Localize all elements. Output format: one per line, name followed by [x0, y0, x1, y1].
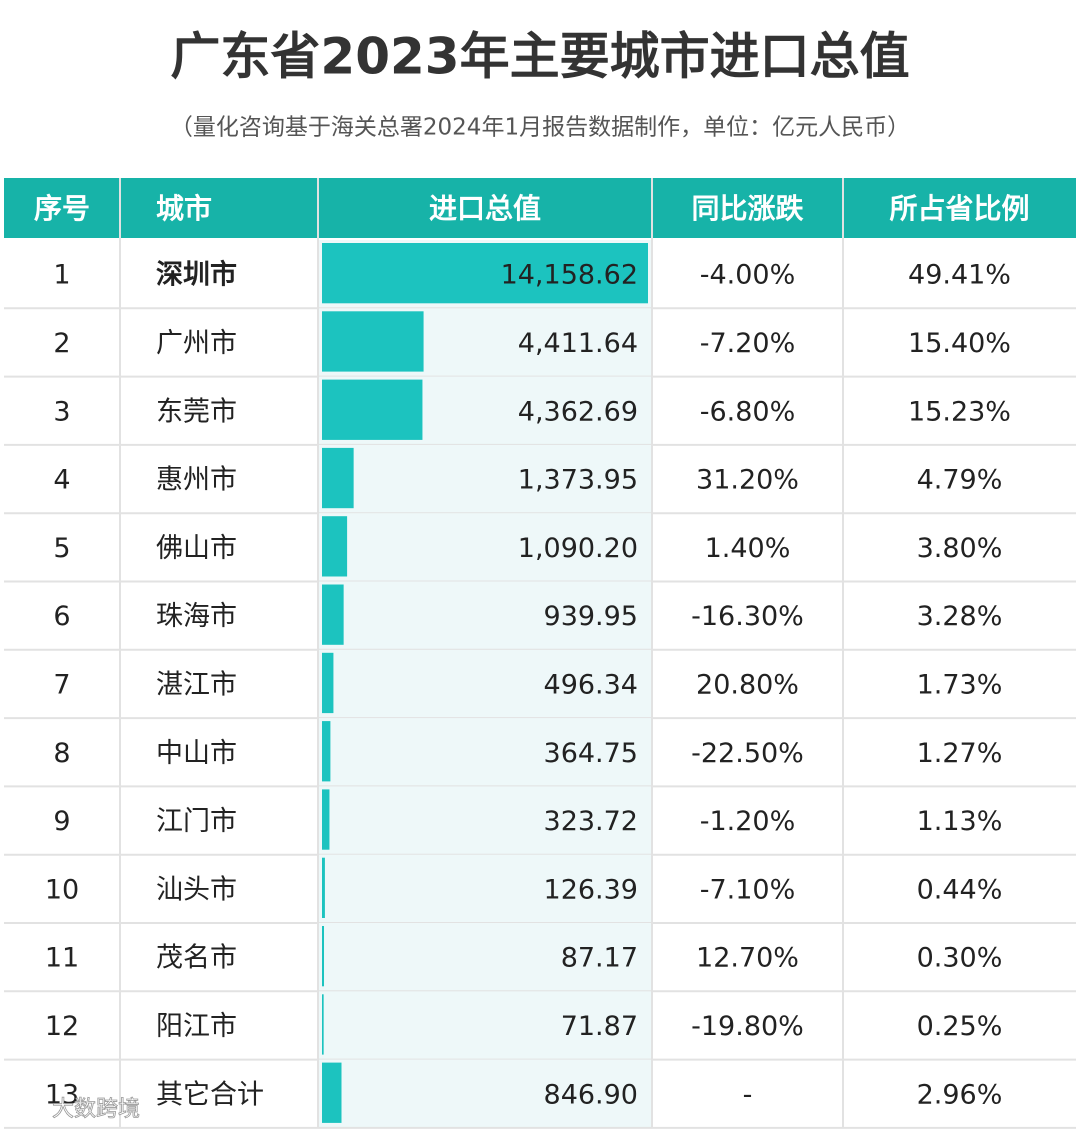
cell: 496.34	[544, 669, 638, 700]
cell: 1.73%	[917, 669, 1003, 700]
cell: 31.20%	[696, 465, 799, 496]
data-bar	[322, 721, 331, 782]
cell: 1.27%	[917, 738, 1003, 769]
data-bar	[322, 584, 344, 645]
column-header: 序号	[34, 192, 90, 225]
subtitle: （量化咨询基于海关总署2024年1月报告数据制作，单位：亿元人民币）	[170, 115, 910, 141]
cell: 14,158.62	[501, 260, 638, 291]
cell: 1.13%	[917, 806, 1003, 837]
cell: 12.70%	[696, 943, 799, 974]
value-cell-bg	[318, 786, 652, 855]
data-bar	[322, 516, 348, 577]
cell: 1,090.20	[518, 533, 638, 564]
cell: 2.96%	[917, 1079, 1003, 1110]
value-cell-bg	[318, 923, 652, 992]
cell: 东莞市	[156, 396, 237, 427]
cell: -19.80%	[691, 1011, 804, 1042]
value-cell-bg	[318, 649, 652, 719]
cell: 87.17	[561, 943, 638, 974]
cell: 1	[53, 260, 70, 291]
cell: 1,373.95	[518, 465, 638, 496]
cell: 15.40%	[908, 328, 1011, 359]
value-cell-bg	[318, 854, 652, 923]
cell: 佛山市	[156, 533, 237, 564]
cell: 3.80%	[917, 533, 1003, 564]
cell: 深圳市	[156, 259, 237, 291]
data-bar	[322, 447, 354, 509]
cell: 9	[53, 806, 70, 837]
column-header: 所占省比例	[889, 192, 1029, 225]
value-cell-bg	[318, 718, 652, 787]
cell: 2	[53, 328, 70, 359]
cell: 江门市	[156, 806, 237, 837]
data-bar	[322, 652, 334, 714]
column-header: 城市	[156, 192, 212, 225]
cell: 323.72	[544, 806, 638, 837]
value-cell-bg	[318, 581, 652, 650]
cell: 汕头市	[156, 874, 237, 905]
value-cell-bg	[318, 513, 652, 582]
value-cell-bg	[318, 1059, 652, 1128]
cell: 15.23%	[908, 396, 1011, 427]
data-bar	[322, 926, 325, 987]
cell: 12	[45, 1011, 79, 1042]
cell: -	[743, 1079, 753, 1110]
cell: 939.95	[544, 601, 638, 632]
cell: 0.44%	[917, 874, 1003, 905]
cell: 5	[53, 533, 70, 564]
column-header: 进口总值	[429, 192, 541, 225]
data-bar	[322, 243, 648, 304]
cell: 4.79%	[917, 465, 1003, 496]
cell: 其它合计	[156, 1079, 264, 1110]
cell: -4.00%	[700, 260, 796, 291]
cell: 0.25%	[917, 1011, 1003, 1042]
header-row	[4, 178, 1076, 238]
title: 广东省2023年主要城市进口总值	[170, 28, 909, 86]
cell: 茂名市	[156, 943, 237, 974]
cell: -7.10%	[700, 874, 796, 905]
cell: 3	[53, 396, 70, 427]
cell: 0.30%	[917, 943, 1003, 974]
cell: 4,411.64	[518, 328, 638, 359]
value-cell-bg	[318, 444, 652, 514]
value-cell-bg	[318, 991, 652, 1060]
cell: 13	[45, 1079, 79, 1110]
cell: 10	[45, 874, 79, 905]
data-bar	[322, 789, 330, 850]
data-bar	[322, 311, 424, 372]
watermark: 大数跨境	[52, 1097, 140, 1122]
cell: 364.75	[544, 738, 638, 769]
cell: -22.50%	[691, 738, 804, 769]
cell: 3.28%	[917, 601, 1003, 632]
data-bar	[322, 994, 324, 1055]
cell: 8	[53, 738, 70, 769]
cell: 846.90	[544, 1079, 638, 1110]
cell: 126.39	[544, 874, 638, 905]
cell: 49.41%	[908, 260, 1011, 291]
cell: 4	[53, 465, 70, 496]
cell: -7.20%	[700, 328, 796, 359]
cell: 珠海市	[156, 601, 237, 632]
cell: 中山市	[156, 738, 237, 769]
cell: 20.80%	[696, 669, 799, 700]
cell: 惠州市	[156, 465, 237, 496]
cell: 湛江市	[156, 669, 237, 700]
cell: 71.87	[561, 1011, 638, 1042]
cell: 7	[53, 669, 70, 700]
cell: 4,362.69	[518, 396, 638, 427]
data-bar	[322, 857, 325, 918]
cell: 6	[53, 601, 70, 632]
cell: 广州市	[156, 328, 237, 359]
cell: -6.80%	[700, 396, 796, 427]
cell: 11	[45, 943, 79, 974]
cell: -1.20%	[700, 806, 796, 837]
cell: 阳江市	[156, 1011, 237, 1042]
cell: 1.40%	[705, 533, 791, 564]
data-bar	[322, 379, 423, 440]
column-header: 同比涨跌	[691, 192, 803, 225]
data-bar	[322, 1062, 342, 1123]
cell: -16.30%	[691, 601, 804, 632]
